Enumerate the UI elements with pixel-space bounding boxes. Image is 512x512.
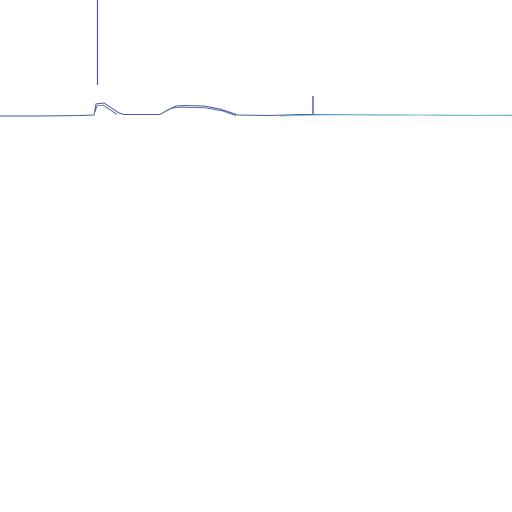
baseline-trace: [0, 102, 512, 117]
bump-echo-trace: [94, 104, 237, 116]
cyan-overlay-trace: [279, 114, 512, 117]
